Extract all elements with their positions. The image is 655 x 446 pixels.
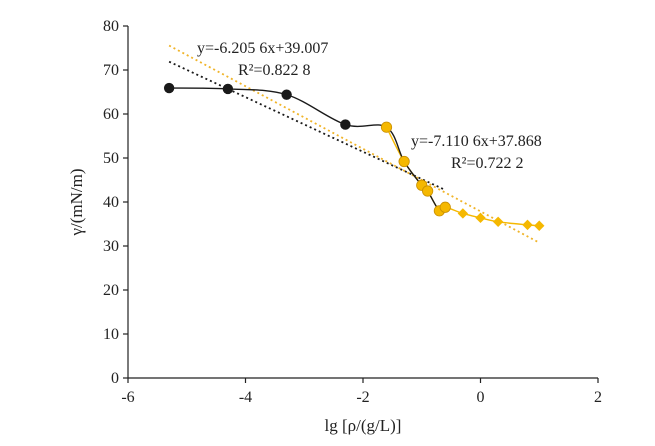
- trendline-1: [168, 60, 446, 191]
- series-2-point: [439, 201, 451, 213]
- series-2-point: [380, 121, 393, 133]
- series-1-curve: [169, 87, 446, 213]
- x-tick-label: -6: [121, 389, 134, 406]
- y-tick-label: 50: [103, 150, 119, 167]
- axes: [127, 26, 598, 379]
- series-1-point: [340, 119, 351, 130]
- fit-1-equation: y=-6.205 6x+39.007: [197, 40, 328, 57]
- series-2-point: [522, 219, 533, 231]
- series-2-point: [422, 185, 434, 197]
- x-tick-label: -4: [239, 389, 252, 406]
- fit-2-equation: y=-7.110 6x+37.868: [411, 133, 542, 150]
- x-tick-label: -2: [356, 389, 369, 406]
- x-tick-label: 2: [594, 389, 602, 406]
- series-2-point: [457, 208, 469, 219]
- fit-2-r2: R²=0.722 2: [451, 155, 524, 172]
- series-2-point: [398, 155, 410, 168]
- y-tick-label: 10: [103, 326, 119, 343]
- x-tick-label: 0: [477, 389, 485, 406]
- series-2-point: [492, 216, 504, 227]
- series-1-point: [281, 89, 292, 100]
- series-2-point: [475, 212, 486, 224]
- fit-1-r2: R²=0.822 8: [238, 62, 311, 79]
- y-axis-label: γ/(mN/m): [67, 168, 86, 236]
- series-markers: [163, 82, 545, 231]
- y-tick-label: 60: [103, 106, 119, 123]
- y-tick-label: 30: [103, 238, 119, 255]
- trendlines: [168, 44, 540, 244]
- y-tick-label: 70: [103, 62, 119, 79]
- series-1-point: [222, 83, 234, 95]
- y-tick-label: 80: [103, 18, 119, 35]
- series-2-point: [534, 220, 545, 231]
- y-tick-label: 40: [103, 194, 119, 211]
- y-tick-label: 20: [103, 282, 119, 299]
- x-axis-label: lg [ρ/(g/L)]: [325, 416, 402, 435]
- series-1-point: [163, 82, 175, 94]
- y-tick-label: 0: [111, 370, 119, 387]
